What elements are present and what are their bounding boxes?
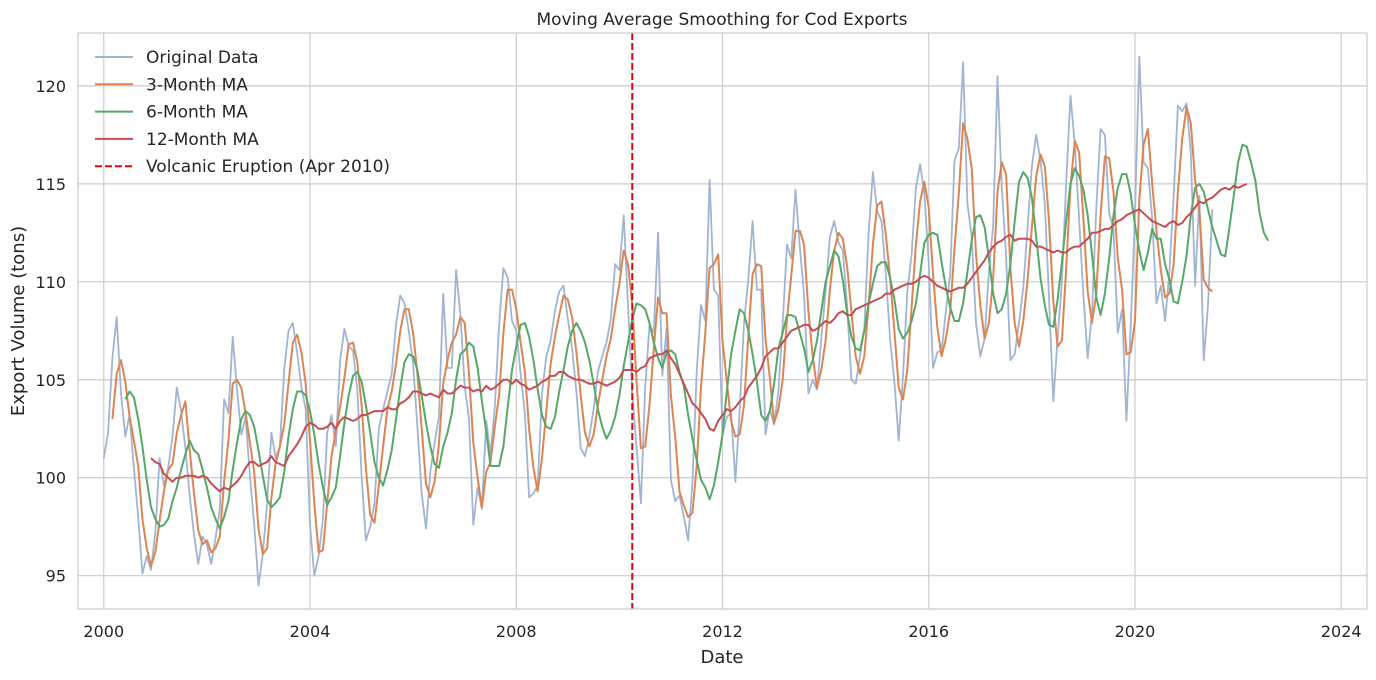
legend-entry-volcanic-eruption-apr-2010: Volcanic Eruption (Apr 2010) (95, 157, 390, 177)
x-tick-label: 2008 (496, 622, 537, 641)
y-axis-ticks: 95 100 105 110 115 120 (35, 77, 66, 586)
x-tick-label: 2020 (1115, 622, 1156, 641)
y-axis-label: Export Volume (tons) (8, 226, 29, 416)
x-tick-label: 2012 (702, 622, 743, 641)
x-axis-label: Date (700, 647, 743, 668)
y-tick-label: 95 (46, 567, 66, 586)
legend-entry-6-month-ma: 6-Month MA (95, 103, 248, 123)
x-axis-ticks: 2000 2004 2008 2012 2016 2020 2024 (83, 622, 1361, 641)
legend-label: Original Data (146, 48, 259, 68)
legend-entry-12-month-ma: 12-Month MA (95, 130, 259, 150)
series-line-6-month-ma (124, 143, 1270, 530)
legend-label: 6-Month MA (146, 103, 248, 123)
series-line-3-month-ma (111, 106, 1213, 567)
legend-label: 3-Month MA (146, 75, 248, 95)
legend-entry-original-data: Original Data (95, 48, 259, 68)
series-line-original-data (102, 55, 1214, 587)
y-tick-label: 120 (35, 77, 66, 96)
x-tick-label: 2024 (1321, 622, 1362, 641)
x-tick-label: 2000 (83, 622, 124, 641)
plot-frame (77, 32, 1368, 610)
y-tick-label: 115 (35, 175, 66, 194)
series-lines (102, 55, 1270, 587)
legend: Original Data 3-Month MA 6-Month MA 12-Mont… (95, 48, 390, 177)
y-tick-label: 105 (35, 371, 66, 390)
legend-entry-3-month-ma: 3-Month MA (95, 75, 248, 95)
legend-label: Volcanic Eruption (Apr 2010) (146, 157, 390, 177)
x-tick-label: 2004 (290, 622, 331, 641)
y-tick-label: 110 (35, 273, 66, 292)
series-line-12-month-ma (150, 182, 1248, 493)
legend-label: 12-Month MA (146, 130, 259, 150)
y-tick-label: 100 (35, 469, 66, 488)
chart-title: Moving Average Smoothing for Cod Exports (536, 10, 907, 30)
x-tick-label: 2016 (908, 622, 949, 641)
